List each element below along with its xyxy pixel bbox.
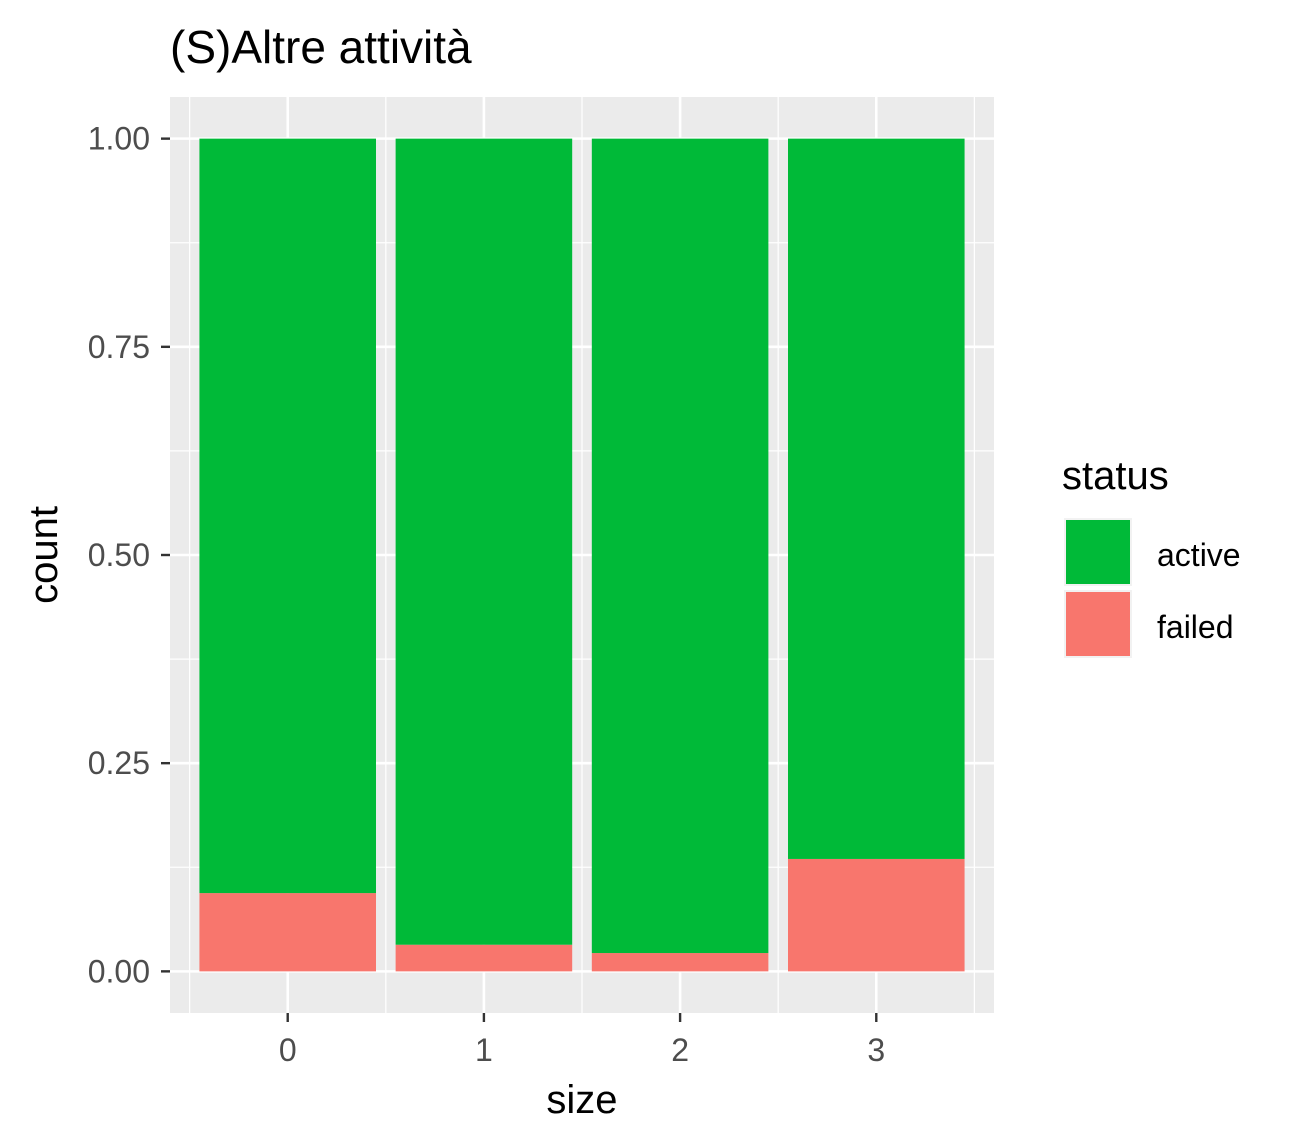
y-axis-title: count [22,506,66,604]
bars-layer [199,138,965,972]
legend-title: status [1062,454,1169,498]
y-tick-label: 0.25 [88,745,150,781]
legend-swatch-failed [1066,592,1130,656]
x-tick-label: 2 [671,1032,689,1068]
x-axis-title: size [546,1078,617,1122]
legend-swatch-active [1066,520,1130,584]
y-tick-label: 1.00 [88,121,150,157]
bar-failed-size-1 [395,944,573,972]
chart-title: (S)Altre attività [170,21,472,73]
bar-failed-size-3 [788,858,965,972]
legend: status active failed [1062,454,1241,658]
legend-label-failed: failed [1157,609,1234,645]
legend-label-active: active [1157,537,1241,573]
y-tick-label: 0.75 [88,329,150,365]
y-tick-label: 0.50 [88,537,150,573]
x-tick-label: 0 [279,1032,297,1068]
y-axis: 0.00 0.25 0.50 0.75 1.00 [88,121,170,989]
legend-item-active: active [1064,518,1241,586]
x-axis: 0 1 2 3 [279,1013,885,1068]
bar-active-size-1 [395,138,573,945]
x-tick-label: 1 [475,1032,493,1068]
bar-active-size-0 [199,138,376,894]
legend-item-failed: failed [1064,590,1234,658]
bar-failed-size-2 [591,953,769,972]
y-tick-label: 0.00 [88,953,150,989]
x-tick-label: 3 [867,1032,885,1068]
bar-failed-size-0 [199,893,376,972]
bar-active-size-2 [591,138,769,954]
bar-active-size-3 [788,138,965,859]
